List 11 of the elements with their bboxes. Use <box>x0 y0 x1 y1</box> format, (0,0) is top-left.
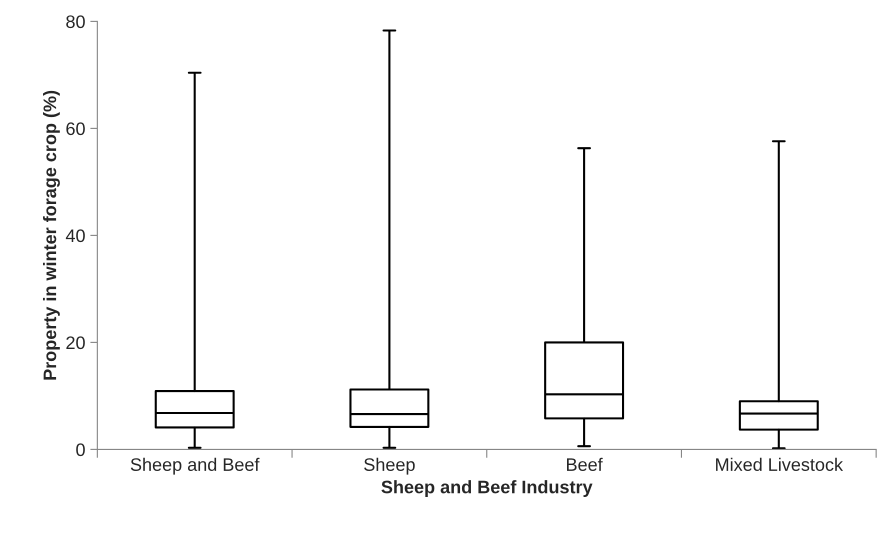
x-tick-label: Sheep <box>364 458 415 475</box>
y-tick-label: 60 <box>66 122 85 136</box>
y-tick-label: 20 <box>66 336 85 350</box>
x-axis-title: Sheep and Beef Industry <box>381 480 593 497</box>
y-tick-label: 80 <box>66 15 85 28</box>
y-tick-label: 0 <box>76 443 85 456</box>
y-tick-label: 40 <box>66 229 85 242</box>
x-tick-label: Mixed Livestock <box>716 458 844 471</box>
x-tick-label: Sheep and Beef <box>130 458 260 475</box>
x-tick-label: Beef <box>567 458 603 471</box>
y-axis-title: Property in winter forage crop (%) <box>43 90 60 380</box>
